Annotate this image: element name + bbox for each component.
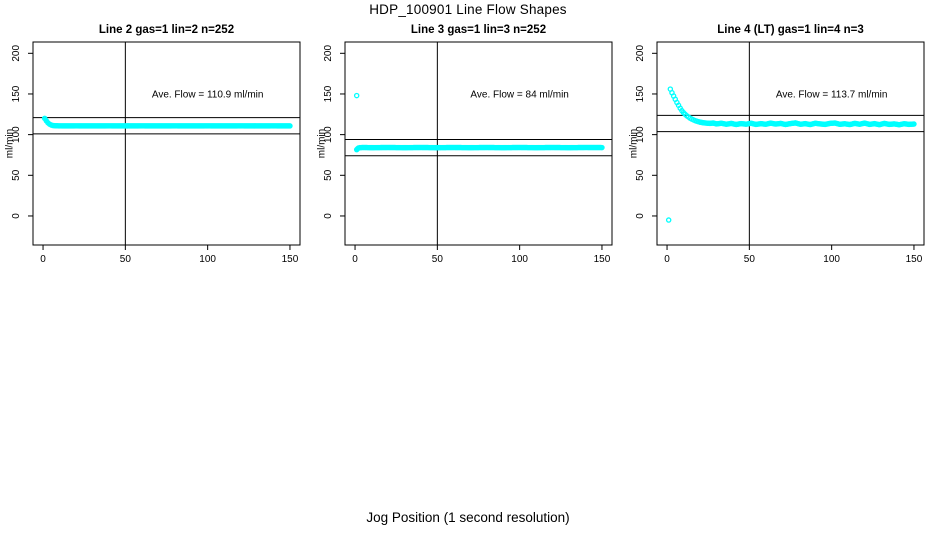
plot-box [32, 41, 301, 246]
y-tick-label: 0 [323, 213, 334, 219]
y-axis-label: ml/min [317, 129, 328, 158]
data-series-flow [353, 144, 605, 153]
chart-line-2: Line 2 gas=1 lin=2 n=252 0 50 100 150 0 50 100 1… [5, 24, 301, 265]
y-tick-label: 50 [11, 169, 22, 181]
y-tick-label: 0 [11, 213, 22, 219]
y-tick-label: 150 [11, 85, 22, 102]
x-tick-label: 100 [199, 254, 216, 265]
x-tick-label: 50 [744, 254, 756, 265]
y-tick-label: 50 [323, 169, 334, 181]
y-tick-label: 150 [323, 85, 334, 102]
y-tick-label: 100 [323, 126, 334, 143]
chart-line-3: Line 3 gas=1 lin=3 n=252 0 50 100 150 0 50 100 1… [317, 24, 613, 265]
x-tick-label: 150 [594, 254, 611, 265]
ave-flow-annotation: Ave. Flow = 113.7 ml/min [776, 89, 888, 100]
x-tick-label: 0 [352, 254, 358, 265]
y-tick-label: 50 [635, 169, 646, 181]
ave-flow-annotation: Ave. Flow = 110.9 ml/min [152, 89, 264, 100]
x-axis-outer-label: Jog Position (1 second resolution) [366, 510, 570, 525]
chart-line-4: Line 4 (LT) gas=1 lin=4 n=3 0 50 100 150 0 50 1… [629, 24, 925, 265]
y-tick-label: 100 [11, 126, 22, 143]
data-series-decay [667, 86, 703, 125]
y-tick-label: 100 [635, 126, 646, 143]
main-title: HDP_100901 Line Flow Shapes [369, 2, 567, 17]
x-tick-label: 50 [432, 254, 444, 265]
subplot-title: Line 2 gas=1 lin=2 n=252 [99, 24, 234, 36]
plot-box [344, 41, 613, 246]
data-series-outlier [353, 92, 360, 99]
ave-flow-annotation: Ave. Flow = 84 ml/min [470, 89, 568, 100]
plot-box [656, 41, 925, 246]
x-tick-label: 100 [823, 254, 840, 265]
y-tick-label: 200 [323, 45, 334, 62]
x-tick-label: 150 [282, 254, 299, 265]
y-axis-label: ml/min [5, 129, 16, 158]
data-series-flow [41, 115, 293, 129]
y-tick-label: 150 [635, 85, 646, 102]
y-tick-label: 0 [635, 213, 646, 219]
y-axis-label: ml/min [629, 129, 640, 158]
x-tick-label: 0 [40, 254, 46, 265]
y-tick-label: 200 [11, 45, 22, 62]
x-tick-label: 150 [906, 254, 923, 265]
subplot-title: Line 3 gas=1 lin=3 n=252 [411, 24, 546, 36]
x-tick-label: 100 [511, 254, 528, 265]
subplot-title: Line 4 (LT) gas=1 lin=4 n=3 [717, 24, 863, 36]
x-tick-label: 0 [664, 254, 670, 265]
data-series-flow [697, 119, 917, 128]
data-series-outlier [665, 217, 672, 223]
x-tick-label: 50 [120, 254, 132, 265]
y-tick-label: 200 [635, 45, 646, 62]
